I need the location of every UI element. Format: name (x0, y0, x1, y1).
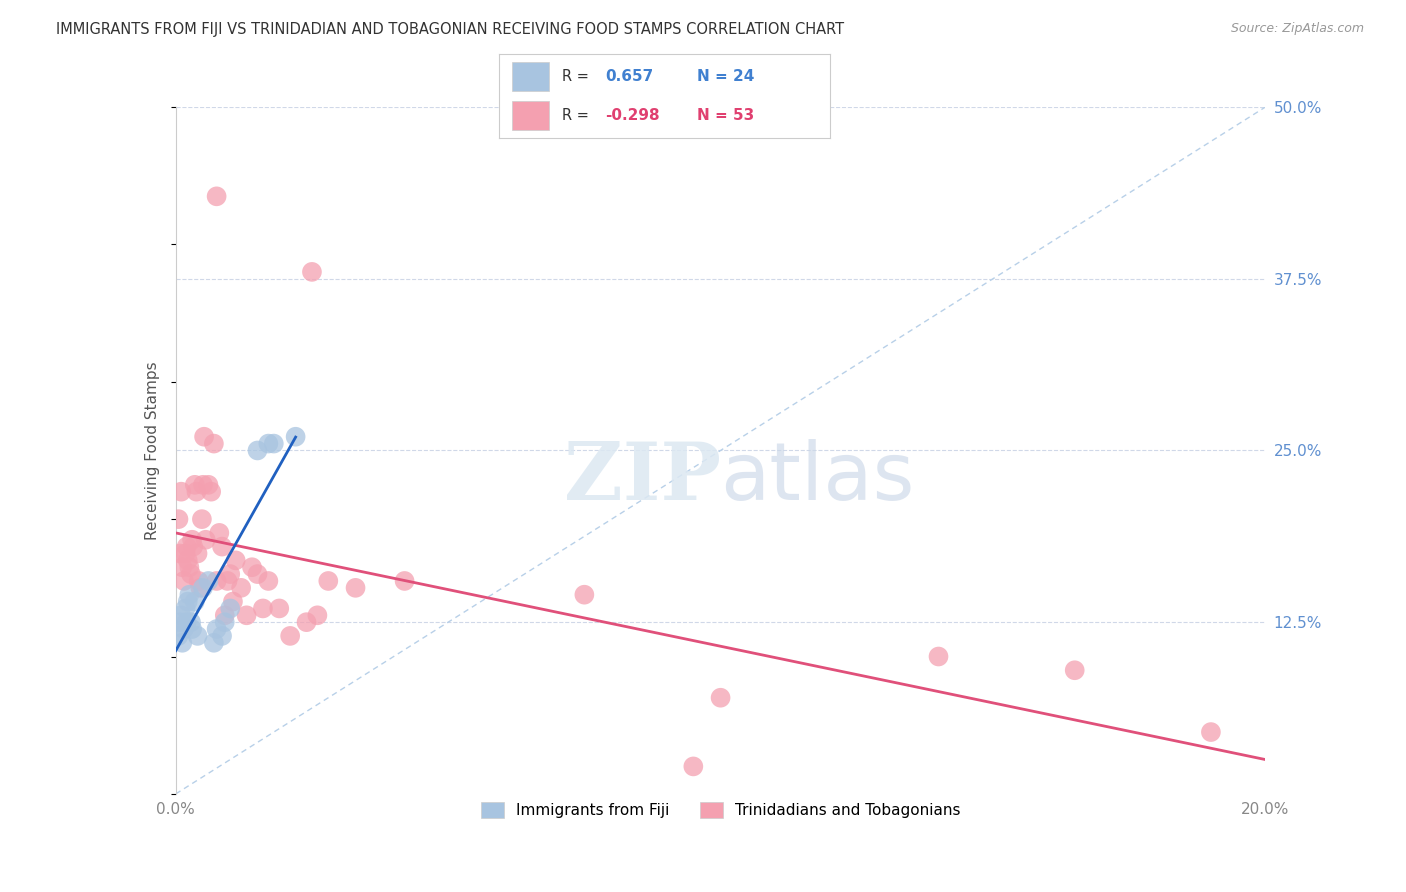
Legend: Immigrants from Fiji, Trinidadians and Tobagonians: Immigrants from Fiji, Trinidadians and T… (475, 796, 966, 824)
Point (202, 436, 225, 450)
Point (211, 629, 233, 643)
Point (222, 594, 245, 608)
Point (186, 629, 209, 643)
Point (181, 533, 204, 547)
Text: IMMIGRANTS FROM FIJI VS TRINIDADIAN AND TOBAGONIAN RECEIVING FOOD STAMPS CORRELA: IMMIGRANTS FROM FIJI VS TRINIDADIAN AND … (56, 22, 845, 37)
Point (205, 622, 228, 636)
Point (257, 574, 280, 588)
Point (197, 574, 219, 588)
Point (167, 629, 190, 643)
Point (202, 636, 225, 650)
FancyBboxPatch shape (512, 101, 548, 130)
Point (191, 581, 214, 595)
Point (200, 484, 222, 499)
Point (176, 615, 198, 630)
Point (177, 594, 200, 608)
Text: 0.657: 0.657 (605, 69, 654, 84)
Point (214, 615, 236, 630)
Point (173, 574, 195, 588)
Point (172, 636, 194, 650)
Point (1199, 725, 1222, 739)
Point (208, 525, 231, 540)
Point (284, 430, 307, 444)
Point (246, 443, 269, 458)
Text: -0.298: -0.298 (605, 108, 659, 123)
Point (194, 533, 217, 547)
Point (235, 608, 257, 623)
Point (180, 567, 202, 582)
Point (188, 581, 211, 595)
Point (318, 574, 340, 588)
Text: N = 53: N = 53 (697, 108, 755, 123)
Point (295, 615, 318, 630)
Point (191, 478, 214, 492)
Point (187, 574, 209, 588)
Y-axis label: Receiving Food Stamps: Receiving Food Stamps (145, 361, 160, 540)
Point (231, 581, 253, 595)
Point (179, 588, 201, 602)
Point (246, 567, 269, 582)
Point (344, 581, 367, 595)
Point (173, 622, 195, 636)
Point (184, 478, 207, 492)
Text: ZIP: ZIP (564, 439, 721, 517)
Text: R =: R = (562, 108, 593, 123)
Point (710, 690, 733, 705)
Point (186, 546, 209, 561)
Text: Source: ZipAtlas.com: Source: ZipAtlas.com (1230, 22, 1364, 36)
Text: R =: R = (562, 69, 593, 84)
Point (205, 574, 228, 588)
Point (172, 560, 194, 574)
Point (181, 622, 204, 636)
Point (169, 615, 191, 630)
Text: atlas: atlas (721, 439, 915, 517)
Point (219, 601, 242, 615)
Point (205, 189, 228, 203)
Point (307, 608, 329, 623)
Point (682, 759, 704, 773)
Point (225, 553, 247, 567)
Point (184, 594, 207, 608)
Point (214, 608, 236, 623)
Point (197, 478, 219, 492)
Point (180, 615, 202, 630)
Point (217, 574, 239, 588)
Point (176, 540, 198, 554)
Point (174, 601, 197, 615)
Point (928, 649, 950, 664)
Point (1063, 663, 1085, 677)
Point (219, 567, 242, 582)
Point (252, 601, 274, 615)
Point (193, 430, 215, 444)
Point (263, 436, 285, 450)
Point (257, 436, 280, 450)
Point (269, 601, 291, 615)
Point (169, 546, 191, 561)
Point (179, 560, 201, 574)
Point (174, 546, 197, 561)
Point (186, 484, 208, 499)
Point (278, 629, 301, 643)
Point (167, 512, 190, 526)
Point (211, 540, 233, 554)
Point (240, 560, 263, 574)
Text: N = 24: N = 24 (697, 69, 755, 84)
Point (170, 608, 193, 623)
Point (301, 265, 323, 279)
Point (181, 540, 204, 554)
Point (574, 588, 596, 602)
Point (191, 512, 214, 526)
FancyBboxPatch shape (512, 62, 548, 91)
Point (394, 574, 416, 588)
Point (177, 553, 200, 567)
Point (170, 484, 193, 499)
